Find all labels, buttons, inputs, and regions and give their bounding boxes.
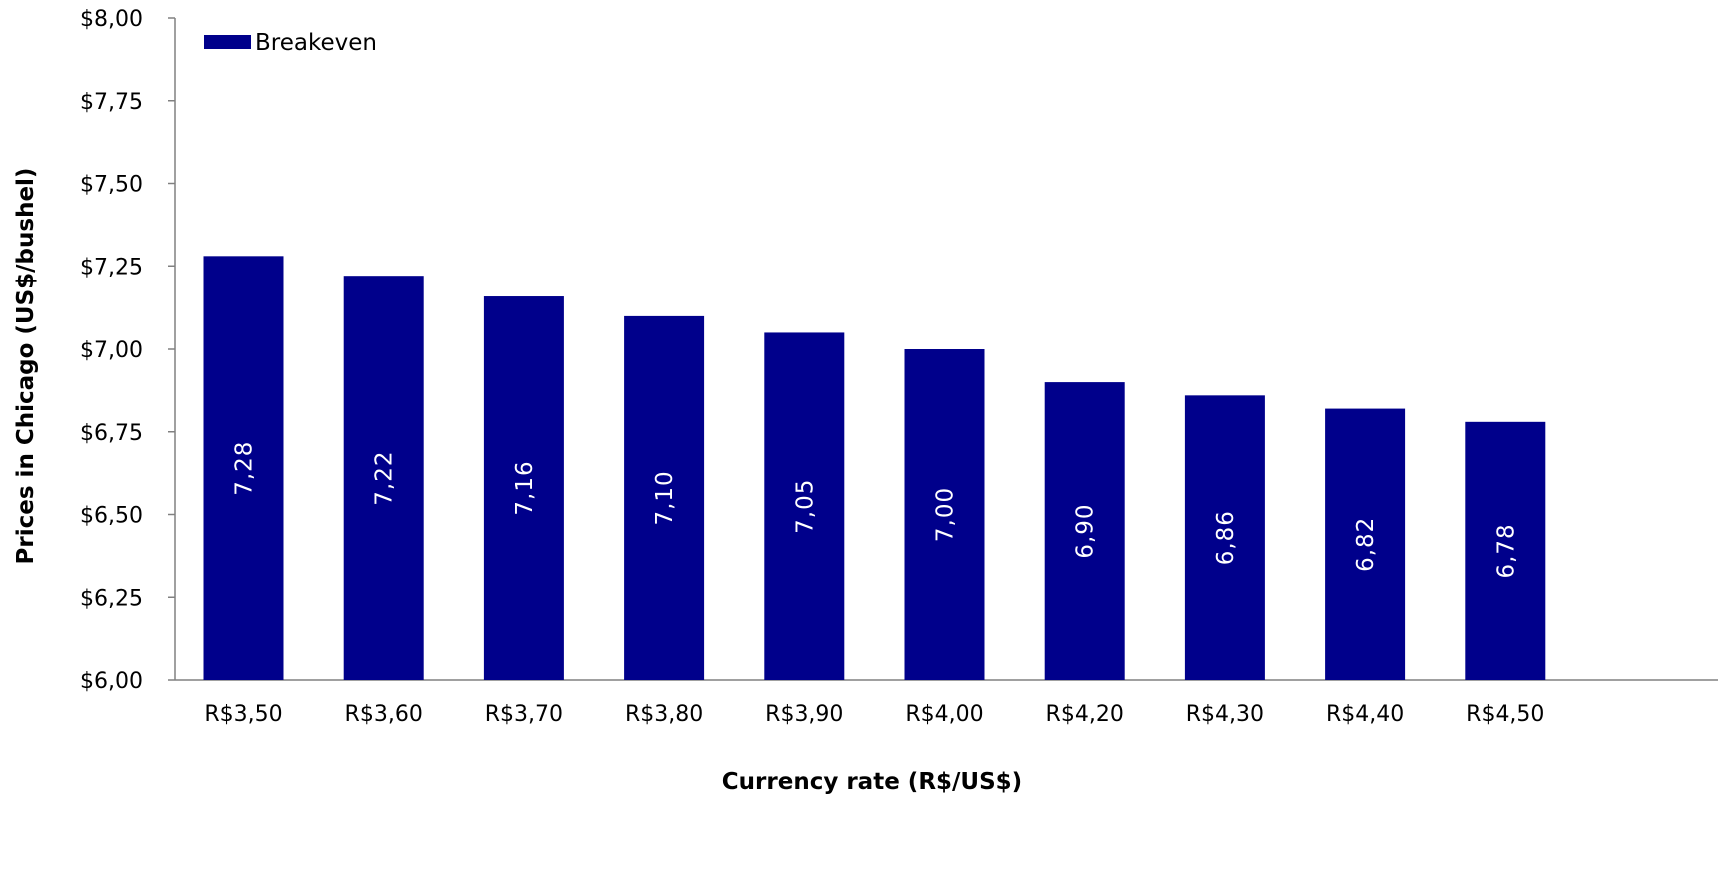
bar-data-label: 7,22 (372, 450, 398, 505)
x-tick-label: R$4,50 (1466, 702, 1544, 727)
y-tick-label: $6,00 (80, 669, 143, 694)
bar-data-label: 7,00 (933, 487, 959, 542)
bar (624, 315, 705, 680)
x-tick-label: R$3,70 (485, 702, 563, 727)
y-axis: $6,00 $6,25 $6,50 $6,75 $7,00 $7,25 $7,50 $7,75… (80, 7, 176, 694)
bar (1325, 408, 1406, 680)
y-tick-label: $6,75 (80, 421, 143, 446)
x-tick-label: R$3,50 (204, 702, 282, 727)
legend: Breakeven (204, 30, 377, 56)
bar-data-label: 7,10 (652, 470, 678, 525)
bar (1465, 421, 1546, 680)
x-axis-title: Currency rate (R$/US$) (722, 769, 1022, 795)
x-tick-label: R$3,80 (625, 702, 703, 727)
x-tick-label: R$4,30 (1186, 702, 1264, 727)
bar-data-label: 6,90 (1073, 503, 1099, 558)
x-axis: R$3,50 R$3,60 R$3,70 R$3,80 R$3,90 R$4,00 R$4,… (175, 679, 1718, 727)
bars: 7,28 7,22 7,16 7,10 7,05 7,00 6,90 6,86 6,82 6,78 (203, 256, 1546, 680)
bar (1044, 382, 1125, 680)
bar (483, 296, 564, 680)
bar-data-label: 6,86 (1213, 510, 1239, 565)
bar (1184, 395, 1265, 680)
bar-data-label: 7,16 (512, 460, 538, 515)
y-tick-label: $6,50 (80, 504, 143, 529)
legend-swatch-breakeven (204, 35, 251, 49)
x-tick-label: R$4,40 (1326, 702, 1404, 727)
y-tick-label: $7,75 (80, 90, 143, 115)
x-tick-label: R$3,60 (345, 702, 423, 727)
bar (203, 256, 284, 680)
y-tick-label: $8,00 (80, 7, 143, 32)
x-tick-label: R$4,00 (905, 702, 983, 727)
y-tick-label: $7,00 (80, 338, 143, 363)
bar (904, 349, 985, 680)
legend-label-breakeven: Breakeven (255, 30, 377, 56)
bar-data-label: 6,78 (1493, 523, 1519, 578)
bar-data-label: 7,28 (232, 441, 258, 496)
y-tick-label: $6,25 (80, 586, 143, 611)
y-axis-title: Prices in Chicago (US$/bushel) (13, 168, 39, 565)
bar-data-label: 6,82 (1353, 517, 1379, 572)
y-tick-label: $7,25 (80, 255, 143, 280)
y-tick-label: $7,50 (80, 173, 143, 198)
x-tick-label: R$4,20 (1046, 702, 1124, 727)
x-tick-label: R$3,90 (765, 702, 843, 727)
bar-data-label: 7,05 (792, 479, 818, 534)
bar (343, 276, 424, 680)
bar (764, 332, 845, 680)
